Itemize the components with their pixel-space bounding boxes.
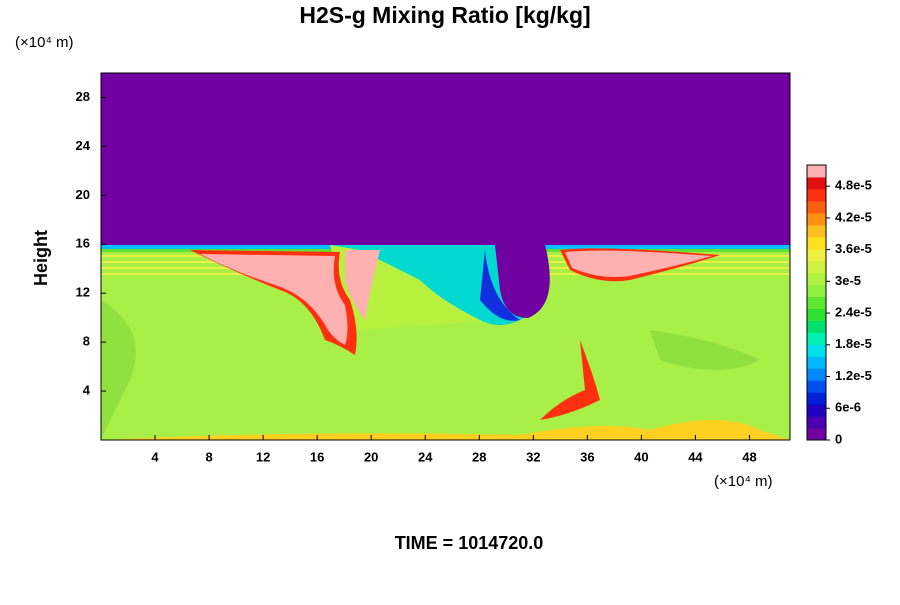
colorbar-band bbox=[807, 368, 826, 381]
colorbar-band bbox=[807, 392, 826, 405]
colorbar-band bbox=[807, 224, 826, 238]
x-tick-label: 16 bbox=[310, 449, 324, 464]
x-tick-label: 36 bbox=[580, 449, 594, 464]
colorbar-band bbox=[807, 428, 826, 441]
x-tick-label: 8 bbox=[205, 449, 212, 464]
y-tick-label: 8 bbox=[83, 334, 90, 349]
colorbar-band bbox=[807, 404, 826, 417]
y-tick-label: 20 bbox=[76, 187, 90, 202]
colorbar-band bbox=[807, 296, 826, 309]
field bbox=[101, 73, 790, 440]
colorbar-band bbox=[807, 332, 826, 345]
x-tick-label: 24 bbox=[418, 449, 433, 464]
colorbar-tick-label: 4.2e-5 bbox=[835, 209, 872, 224]
time-label: TIME = 1014720.0 bbox=[395, 533, 544, 553]
colorbar-band bbox=[807, 236, 826, 250]
colorbar-band bbox=[807, 356, 826, 369]
x-tick-label: 44 bbox=[688, 449, 703, 464]
colorbar-band bbox=[807, 320, 826, 333]
y-axis-title: Height bbox=[31, 230, 51, 286]
colorbar-tick-label: 6e-6 bbox=[835, 400, 861, 415]
y-tick-label: 24 bbox=[76, 138, 91, 153]
colorbar-tick-label: 1.2e-5 bbox=[835, 368, 872, 383]
colorbar-tick-label: 3.6e-5 bbox=[835, 241, 872, 256]
colorbar-band bbox=[807, 165, 826, 178]
x-tick-label: 4 bbox=[151, 449, 159, 464]
x-tick-label: 20 bbox=[364, 449, 378, 464]
y-unit-label: (×10⁴ m) bbox=[15, 34, 74, 51]
x-tick-label: 12 bbox=[256, 449, 270, 464]
colorbar-band bbox=[807, 212, 826, 226]
colorbar-tick-label: 1.8e-5 bbox=[835, 336, 872, 351]
y-tick-label: 28 bbox=[76, 89, 90, 104]
colorbar-frame bbox=[806, 164, 827, 441]
colorbar-band bbox=[807, 380, 826, 393]
colorbar-band bbox=[807, 176, 826, 190]
x-unit-label: (×10⁴ m) bbox=[714, 473, 773, 490]
y-tick-label: 12 bbox=[76, 285, 90, 300]
colorbar-band bbox=[807, 260, 826, 274]
colorbar-band bbox=[807, 248, 826, 262]
colorbar-tick-label: 2.4e-5 bbox=[835, 305, 872, 320]
x-tick-label: 48 bbox=[742, 449, 756, 464]
colorbar-band bbox=[807, 200, 826, 214]
colorbar-band bbox=[807, 344, 826, 357]
chart-title: H2S-g Mixing Ratio [kg/kg] bbox=[299, 2, 590, 28]
colorbar-band bbox=[807, 188, 826, 202]
colorbar-band bbox=[807, 308, 826, 321]
colorbar-tick-label: 3e-5 bbox=[835, 273, 861, 288]
x-tick-label: 40 bbox=[634, 449, 648, 464]
x-tick-label: 28 bbox=[472, 449, 486, 464]
colorbar-band bbox=[807, 272, 826, 286]
colorbar-tick-label: 4.8e-5 bbox=[835, 178, 872, 193]
colorbar-band bbox=[807, 284, 826, 298]
y-tick-label: 16 bbox=[76, 236, 90, 251]
x-tick-label: 32 bbox=[526, 449, 540, 464]
y-tick-label: 4 bbox=[83, 383, 91, 398]
plot-frame bbox=[100, 72, 791, 441]
colorbar-tick-label: 0 bbox=[835, 431, 842, 446]
colorbar-band bbox=[807, 416, 826, 429]
